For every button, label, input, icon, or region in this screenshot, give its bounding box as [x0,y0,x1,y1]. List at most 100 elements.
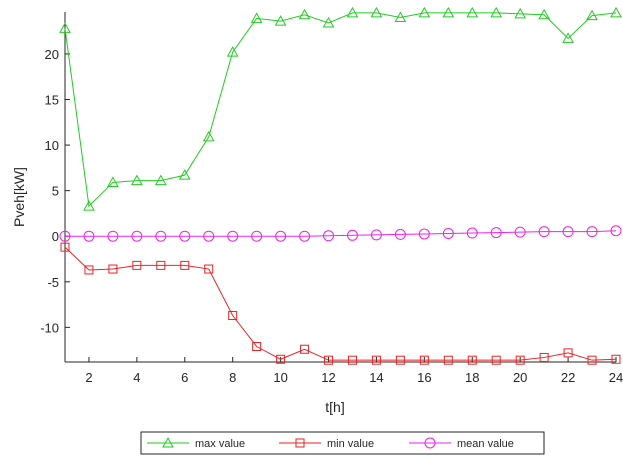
data-point-circle [155,230,167,242]
data-point-triangle [298,8,311,20]
data-point-square [300,344,310,354]
data-point-circle [610,225,622,237]
x-tick-label: 24 [609,370,623,385]
x-tick-label: 8 [229,370,236,385]
data-point-square [443,355,453,365]
data-point-triangle [202,130,215,142]
series-layer [59,6,622,365]
legend-item: mean value [409,437,514,450]
y-tick-label: 15 [45,93,59,108]
data-point-circle [179,230,191,242]
data-point-triangle [59,22,71,33]
series-max-value [59,6,622,211]
x-tick-label: 14 [369,370,383,385]
data-point-triangle [250,12,263,23]
data-point-triangle [394,11,407,22]
data-point-circle [418,228,430,240]
data-point-square [228,311,238,321]
data-point-triangle [154,174,167,186]
data-point-circle [227,230,239,242]
data-point-square [276,354,286,364]
data-point-triangle [178,169,191,180]
x-tick-label: 4 [133,370,140,385]
data-point-square [180,260,190,270]
legend-box [140,431,545,455]
data-point-circle [370,229,382,241]
data-point-triangle [274,15,287,26]
data-point-circle [59,230,71,242]
data-point-square [108,264,118,274]
data-point-square [419,355,429,365]
data-point-circle [346,229,358,241]
legend: max value min value mean value [140,431,545,455]
data-point-triangle [610,6,622,18]
y-tick-label: 0 [52,229,59,244]
x-tick-label: 22 [561,370,575,385]
data-point-triangle [346,6,359,18]
series-min-value [60,242,621,365]
y-tick-label: 10 [45,138,59,153]
y-tick-label: 5 [52,184,59,199]
legend-item: min value [279,438,374,450]
data-point-triangle [131,174,143,186]
legend-label: max value [195,438,245,450]
series-line [64,246,617,361]
x-tick-label: 10 [273,370,287,385]
x-axis-label: t[h] [325,399,344,415]
y-tick-label: 20 [45,47,59,62]
data-point-circle [562,226,574,238]
data-point-circle [586,226,598,238]
data-point-triangle [107,176,119,187]
data-point-triangle [418,6,431,18]
data-point-circle [251,230,263,242]
legend-label: mean value [457,438,514,450]
data-point-circle [466,227,478,239]
data-point-triangle [162,436,174,448]
x-tick-label: 20 [513,370,527,385]
x-tick-label: 16 [417,370,431,385]
data-point-circle [424,437,436,449]
y-axis-ticks: -10 -5 0 5 10 15 20 [40,47,70,335]
data-point-triangle [83,200,95,211]
data-point-circle [394,228,406,240]
data-point-triangle [514,7,527,19]
series-line [64,12,617,208]
data-point-circle [131,230,143,242]
data-point-square [563,348,573,358]
series-mean-value [59,225,622,242]
data-point-circle [490,227,502,239]
data-point-square [539,352,549,362]
data-point-square [371,355,381,365]
data-point-circle [107,230,119,242]
legend-item: max value [147,436,245,450]
data-point-square [295,438,305,448]
x-tick-label: 6 [181,370,188,385]
data-point-triangle [562,32,574,43]
data-point-square [324,355,334,365]
y-axis-label: Pveh[kW] [11,167,27,227]
data-point-square [132,260,142,270]
data-point-triangle [226,46,239,57]
data-point-square [587,355,597,365]
data-point-circle [203,230,215,242]
data-point-triangle [538,8,550,20]
legend-label: min value [327,438,374,450]
y-tick-label: -5 [47,275,59,290]
x-tick-label: 2 [85,370,92,385]
data-point-circle [83,230,95,242]
data-point-square [84,265,94,275]
data-point-triangle [322,16,335,28]
data-point-triangle [586,9,598,21]
data-point-circle [538,226,550,238]
data-point-circle [299,230,311,242]
x-tick-label: 18 [465,370,479,385]
data-point-square [491,355,501,365]
data-point-circle [275,230,287,242]
data-point-triangle [466,6,479,18]
data-point-circle [442,227,454,239]
data-point-triangle [370,6,383,18]
data-point-square [515,355,525,365]
x-tick-label: 12 [321,370,335,385]
data-point-square [395,355,405,365]
